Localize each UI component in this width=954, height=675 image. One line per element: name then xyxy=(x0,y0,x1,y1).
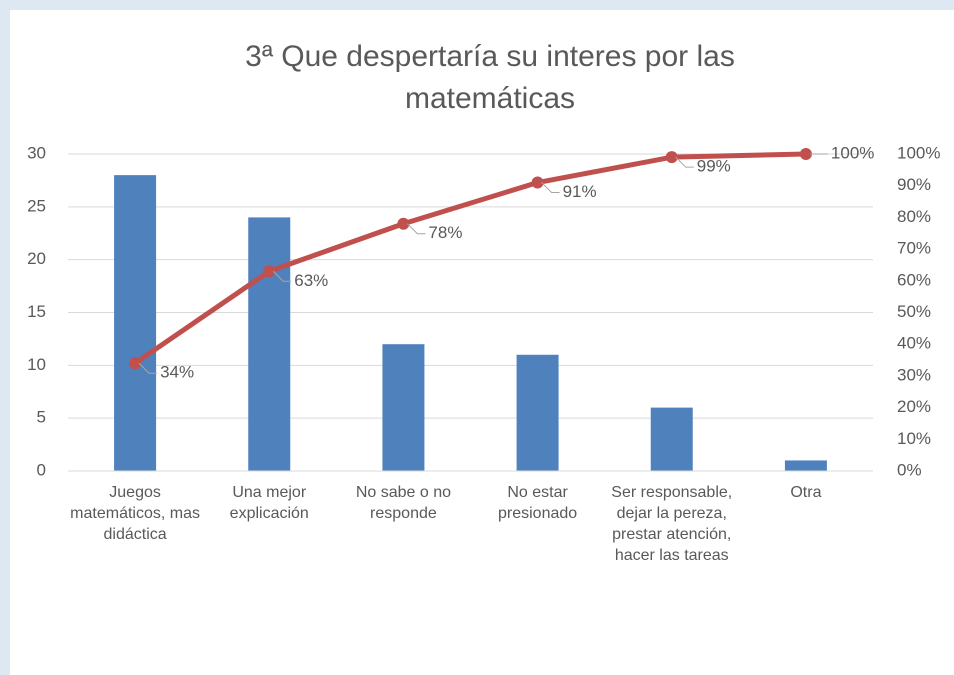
y2-tick-label: 90% xyxy=(897,175,931,194)
marker xyxy=(665,151,678,164)
leader-line xyxy=(138,362,158,374)
y-tick-label: 15 xyxy=(27,302,46,321)
x-tick-label: No sabe o no responde xyxy=(355,484,451,522)
title-box: 3ª Que despertaría su interes por las ma… xyxy=(245,40,735,115)
x-tick-label: Ser responsable, dejar la pereza, presta… xyxy=(611,484,733,564)
x-tick-label: Juegos matemáticos, mas didáctica xyxy=(70,484,200,543)
y2-tick-label: 80% xyxy=(897,207,931,226)
bar xyxy=(114,175,157,471)
y2-tick-label: 10% xyxy=(897,429,931,448)
y-tick-label: 20 xyxy=(27,249,46,268)
y2-tick-label: 70% xyxy=(897,239,931,258)
x-tick-label: No estar presionado xyxy=(497,484,578,522)
y2-tick-label: 20% xyxy=(897,397,931,416)
data-label: 100% xyxy=(831,143,874,162)
y2-tick-label: 40% xyxy=(897,334,931,353)
bar xyxy=(650,407,693,471)
marker xyxy=(129,357,142,370)
data-label: 63% xyxy=(294,271,328,290)
line xyxy=(133,151,806,366)
y-tick-label: 25 xyxy=(27,196,46,215)
bar xyxy=(382,344,425,471)
bar xyxy=(516,354,559,471)
leader-line xyxy=(272,270,292,282)
y2-tick-label: 60% xyxy=(897,270,931,289)
y-tick-label: 0 xyxy=(37,460,46,479)
data-label: 91% xyxy=(563,182,597,201)
x-tick-label: Otra xyxy=(790,484,822,501)
leader-line xyxy=(407,223,426,235)
x-label-box: Otra xyxy=(790,484,822,501)
x-label-box: Una mejor explicación xyxy=(229,484,309,522)
x-label-box: Ser responsable, dejar la pereza, presta… xyxy=(611,484,733,564)
bar xyxy=(248,217,291,471)
data-label: 99% xyxy=(697,157,731,176)
x-tick-label: Una mejor explicación xyxy=(229,484,309,522)
marker xyxy=(799,148,812,160)
marker xyxy=(397,217,410,230)
x-label-box: No sabe o no responde xyxy=(355,484,451,522)
marker xyxy=(263,265,276,278)
y-tick-label: 30 xyxy=(27,143,46,162)
y2-tick-label: 50% xyxy=(897,302,931,321)
y2-tick-label: 30% xyxy=(897,365,931,384)
x-label-box: No estar presionado xyxy=(497,484,578,522)
y2-tick-label: 0% xyxy=(897,460,922,479)
y-tick-label: 5 xyxy=(37,408,46,427)
chart-title: 3ª Que despertaría su interes por las ma… xyxy=(245,40,735,115)
y-tick-label: 10 xyxy=(27,355,46,374)
x-label-box: Juegos matemáticos, mas didáctica xyxy=(70,484,200,543)
leader-line xyxy=(675,156,694,168)
leader-line xyxy=(541,182,560,194)
data-label: 34% xyxy=(160,363,194,382)
data-label: 78% xyxy=(428,223,462,242)
y2-tick-label: 100% xyxy=(897,143,940,162)
marker xyxy=(531,176,544,189)
bar xyxy=(784,460,827,471)
